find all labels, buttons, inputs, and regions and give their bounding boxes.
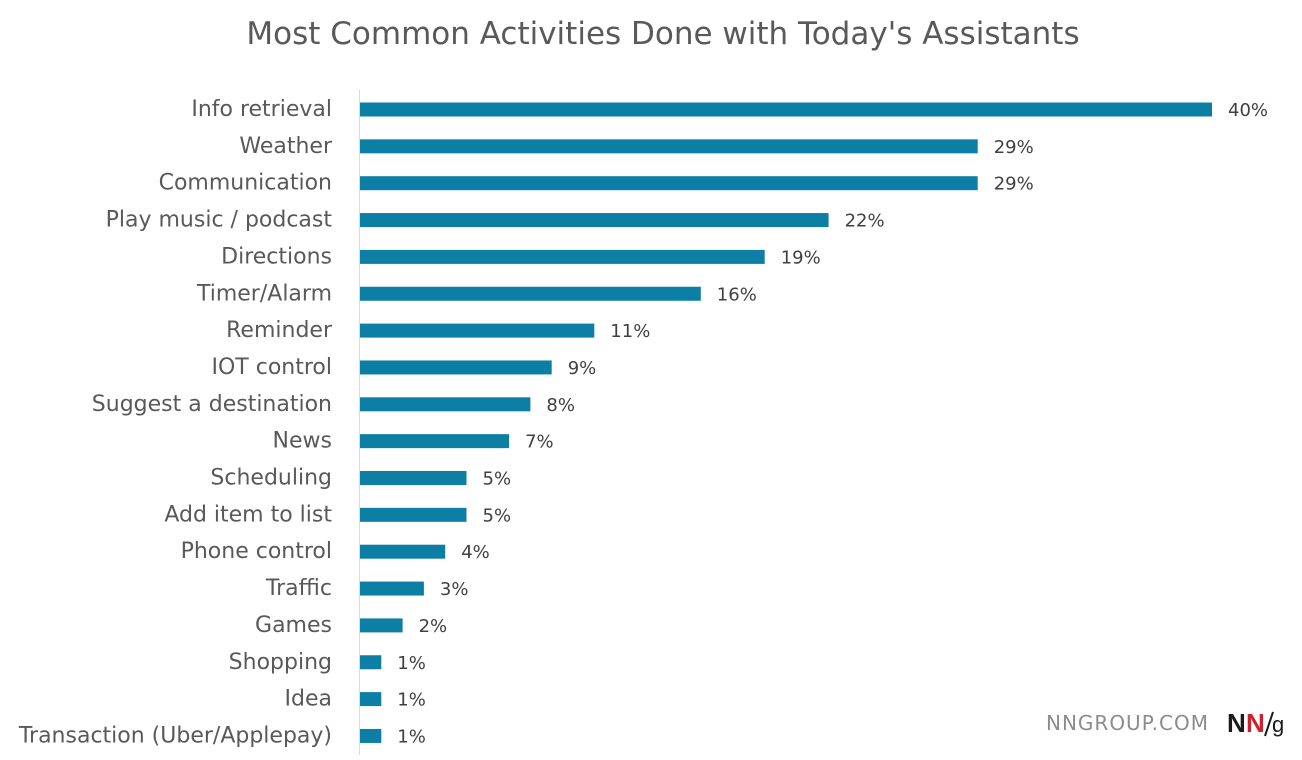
value-label: 5% [483,469,512,490]
category-label: Transaction (Uber/Applepay) [18,723,332,748]
bar [360,581,424,596]
value-label: 2% [419,616,448,637]
bar [360,397,531,412]
value-label: 7% [525,432,554,453]
value-label: 29% [994,174,1034,195]
category-label: Weather [239,134,333,159]
bar [360,655,382,670]
chart-title: Most Common Activities Done with Today's… [246,16,1080,52]
category-label: Directions [221,244,332,269]
watermark: NNGROUP.COM N N g [1046,708,1285,738]
value-label: 1% [397,690,426,711]
category-labels: Info retrieval Weather Communication Play m… [18,97,333,748]
category-label: Idea [285,687,332,712]
bar [360,471,467,485]
bar [360,434,510,449]
bar [360,249,765,264]
category-label: IOT control [212,355,333,380]
bar [360,692,382,707]
value-labels: 40% 29% 29% 22% 19% 16% 11% 9% 8% 7% 5% 5% 4% 3% 2% 1% 1… [397,100,1268,747]
category-label: Timer/Alarm [196,281,332,306]
svg-text:N: N [1246,708,1265,738]
value-label: 4% [461,542,490,563]
value-label: 19% [781,247,821,268]
category-label: Games [255,613,332,638]
value-label: 40% [1228,100,1268,121]
value-label: 29% [994,137,1034,158]
value-label: 5% [483,505,512,526]
bar [360,176,978,191]
svg-text:g: g [1272,712,1284,737]
value-label: 1% [397,726,426,747]
bar [360,139,978,154]
value-label: 3% [440,579,469,600]
value-label: 22% [845,211,885,232]
bar [360,618,403,633]
category-label: News [273,429,332,454]
value-label: 16% [717,284,757,305]
svg-text:N: N [1227,708,1246,738]
category-label: Suggest a destination [92,392,332,417]
bar [360,213,829,228]
bar [360,360,552,375]
bar [360,544,446,559]
category-label: Shopping [229,650,332,675]
bar [360,286,701,301]
category-label: Play music / podcast [106,208,333,233]
value-label: 9% [568,358,597,379]
category-label: Phone control [181,539,332,564]
bar [360,507,467,522]
category-label: Reminder [226,318,333,343]
category-label: Traffic [265,576,332,601]
category-label: Add item to list [164,502,332,527]
category-label: Scheduling [210,466,332,491]
bar [360,102,1212,117]
watermark-text: NNGROUP.COM [1046,711,1209,735]
value-label: 1% [397,653,426,674]
category-label: Info retrieval [191,97,332,122]
value-label: 11% [610,321,650,342]
category-label: Communication [159,171,332,196]
bar [360,323,595,338]
nng-logo: N N g [1227,708,1285,738]
value-label: 8% [546,395,575,416]
bars [360,102,1212,743]
bar [360,728,382,743]
